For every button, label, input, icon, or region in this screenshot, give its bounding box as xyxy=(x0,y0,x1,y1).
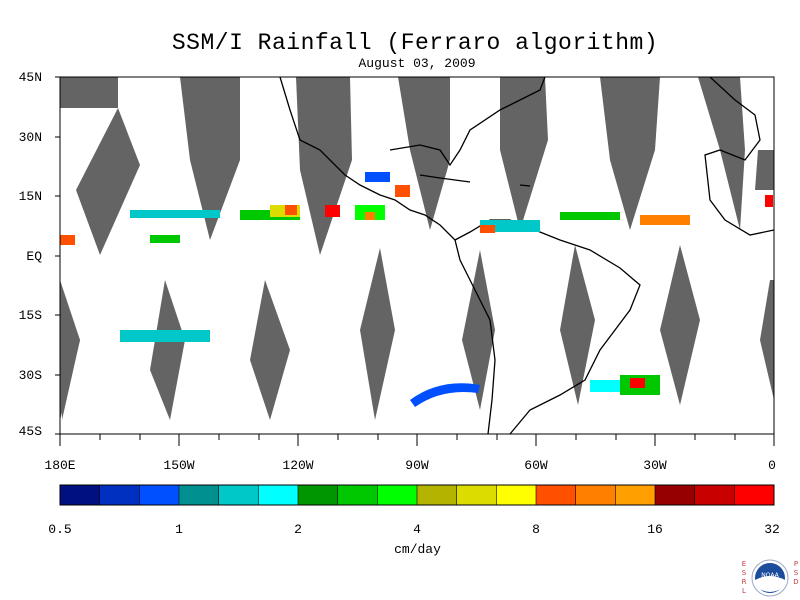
colorbar-swatch-9 xyxy=(417,485,458,505)
swath-gaps xyxy=(60,77,774,420)
colorbar-swatch-3 xyxy=(179,485,220,505)
lon-label-150w: 150W xyxy=(163,458,195,473)
map-date: August 03, 2009 xyxy=(358,56,476,71)
lon-label-90w: 90W xyxy=(405,458,429,473)
colorbar-swatch-2 xyxy=(139,485,180,505)
lon-ticks xyxy=(59,434,775,446)
map-title: SSM/I Rainfall (Ferraro algorithm) xyxy=(171,30,659,56)
lat-label-30s: 30S xyxy=(18,368,42,383)
colorbar-swatch-13 xyxy=(575,485,616,505)
noaa-emblem-icon: NOAA xyxy=(751,559,789,597)
colorbar-tick-6: 32 xyxy=(764,522,780,537)
colorbar-swatch-16 xyxy=(694,485,735,505)
colorbar-swatch-0 xyxy=(60,485,101,505)
colorbar-swatch-1 xyxy=(99,485,140,505)
lat-label-45n: 45N xyxy=(18,70,42,85)
colorbar-tick-5: 16 xyxy=(647,522,663,537)
lat-label-30n: 30N xyxy=(18,130,42,145)
colorbar-tick-1: 1 xyxy=(175,522,183,537)
colorbar-swatch-17 xyxy=(734,485,775,505)
colorbar-swatch-7 xyxy=(337,485,378,505)
lat-label-15n: 15N xyxy=(18,189,42,204)
rain-patches xyxy=(60,172,773,407)
colorbar-swatch-14 xyxy=(615,485,656,505)
lon-label-0: 0 xyxy=(768,458,776,473)
colorbar-swatch-12 xyxy=(536,485,577,505)
lon-label-120w: 120W xyxy=(282,458,314,473)
lon-label-30w: 30W xyxy=(643,458,667,473)
colorbar-units: cm/day xyxy=(394,542,441,557)
noaa-emblem-text: NOAA xyxy=(761,572,779,579)
lat-ticks xyxy=(55,76,60,435)
lat-label-15s: 15S xyxy=(18,308,42,323)
lon-label-60w: 60W xyxy=(524,458,548,473)
colorbar-tick-3: 4 xyxy=(413,522,421,537)
colorbar-tick-0: 0.5 xyxy=(48,522,72,537)
colorbar xyxy=(59,484,775,506)
lon-label-180e: 180E xyxy=(44,458,76,473)
lat-label-45s: 45S xyxy=(18,424,42,439)
colorbar-swatch-4 xyxy=(218,485,259,505)
lat-label-eq: EQ xyxy=(26,249,42,264)
colorbar-swatch-5 xyxy=(258,485,299,505)
colorbar-tick-4: 8 xyxy=(532,522,540,537)
colorbar-tick-2: 2 xyxy=(294,522,302,537)
colorbar-swatch-10 xyxy=(456,485,497,505)
colorbar-swatch-6 xyxy=(298,485,339,505)
colorbar-swatch-15 xyxy=(655,485,696,505)
colorbar-swatch-8 xyxy=(377,485,418,505)
colorbar-swatch-11 xyxy=(496,485,537,505)
